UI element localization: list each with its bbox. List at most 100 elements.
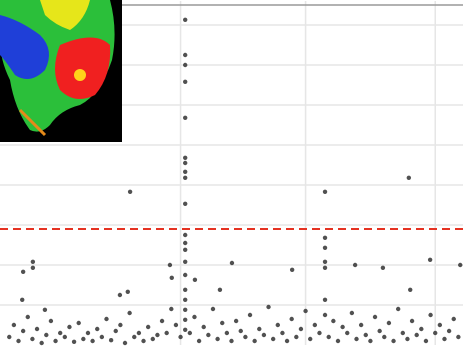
point (72, 340, 76, 344)
point (31, 266, 35, 270)
point (7, 335, 11, 339)
point (77, 321, 81, 325)
point (428, 258, 432, 262)
point (405, 337, 409, 341)
point (90, 339, 94, 343)
point (234, 319, 238, 323)
point (323, 190, 327, 194)
point (53, 339, 57, 343)
point (21, 270, 25, 274)
point (382, 335, 386, 339)
point (118, 323, 122, 327)
point (109, 338, 113, 342)
point (391, 339, 395, 343)
point (299, 327, 303, 331)
point (285, 339, 289, 343)
point (183, 18, 187, 22)
point (415, 333, 419, 337)
point (323, 236, 327, 240)
point (289, 317, 293, 321)
hotspot (74, 69, 86, 81)
point (67, 325, 71, 329)
point (248, 313, 252, 317)
point (323, 298, 327, 302)
point (183, 241, 187, 245)
point (408, 288, 412, 292)
point (331, 319, 335, 323)
point (30, 337, 34, 341)
point (35, 327, 39, 331)
point (183, 156, 187, 160)
point (442, 337, 446, 341)
point (104, 317, 108, 321)
point (183, 318, 187, 322)
point (183, 170, 187, 174)
point (373, 315, 377, 319)
point (127, 311, 131, 315)
point (160, 319, 164, 323)
point (354, 337, 358, 341)
point (183, 116, 187, 120)
point (12, 323, 16, 327)
point (86, 331, 90, 335)
chart (0, 0, 463, 347)
point (410, 319, 414, 323)
point (155, 333, 159, 337)
point (183, 233, 187, 237)
point (26, 315, 30, 319)
point (114, 329, 118, 333)
point (126, 290, 130, 294)
point (294, 335, 298, 339)
point (447, 329, 451, 333)
point (170, 276, 174, 280)
point (387, 321, 391, 325)
point (168, 263, 172, 267)
point (197, 339, 201, 343)
point (280, 331, 284, 335)
point (353, 263, 357, 267)
point (58, 331, 62, 335)
point (20, 298, 24, 302)
point (290, 268, 294, 272)
point (381, 266, 385, 270)
point (262, 333, 266, 337)
point (424, 339, 428, 343)
point (359, 323, 363, 327)
point (183, 248, 187, 252)
point (192, 315, 196, 319)
inset-map (0, 0, 122, 142)
point (308, 337, 312, 341)
point (396, 307, 400, 311)
point (229, 339, 233, 343)
point (183, 298, 187, 302)
point (266, 305, 270, 309)
point (368, 339, 372, 343)
point (364, 333, 368, 337)
point (220, 321, 224, 325)
point (141, 339, 145, 343)
point (132, 335, 136, 339)
point (188, 331, 192, 335)
point (16, 339, 20, 343)
point (456, 335, 460, 339)
point (118, 293, 122, 297)
point (230, 261, 234, 265)
point (239, 329, 243, 333)
point (407, 176, 411, 180)
point (174, 323, 178, 327)
point (345, 331, 349, 335)
point (43, 308, 47, 312)
point (31, 260, 35, 264)
point (252, 339, 256, 343)
point (183, 176, 187, 180)
point (303, 309, 307, 313)
point (323, 246, 327, 250)
point (323, 313, 327, 317)
point (193, 278, 197, 282)
point (323, 260, 327, 264)
point (183, 63, 187, 67)
point (39, 341, 43, 345)
point (183, 80, 187, 84)
point (183, 161, 187, 165)
point (377, 329, 381, 333)
